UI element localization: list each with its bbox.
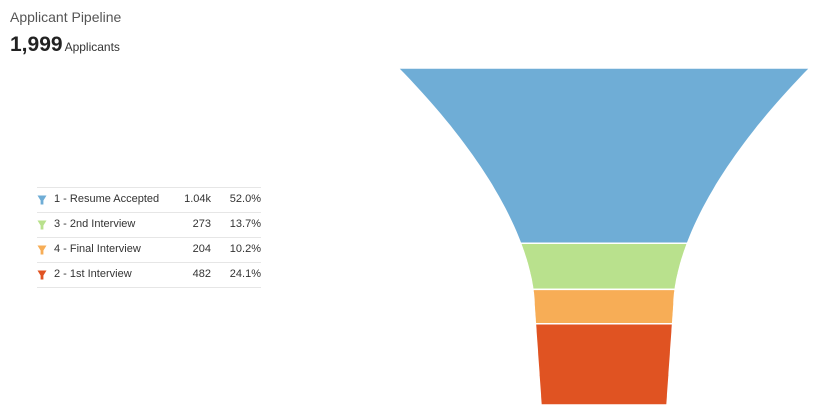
total-value: 1,999 [10,33,63,56]
funnel-icon [37,245,47,255]
legend-count: 1.04k [184,193,211,205]
legend-label: 4 - Final Interview [54,243,141,255]
total-unit: Applicants [64,40,120,54]
legend-row[interactable]: 1 - Resume Accepted 1.04k 52.0% [37,188,261,213]
legend-count: 273 [192,218,211,230]
funnel-icon [37,195,47,205]
funnel-icon [37,270,47,280]
legend-row[interactable]: 2 - 1st Interview 482 24.1% [37,263,261,288]
legend-percent: 52.0% [229,193,261,205]
funnel-segment-2[interactable] [519,242,689,291]
legend-label: 2 - 1st Interview [54,268,132,280]
funnel-icon [37,220,47,230]
funnel-segment-4[interactable] [534,323,674,406]
legend-label: 3 - 2nd Interview [54,218,136,230]
total-applicants: 1,999 Applicants [10,33,120,57]
legend-label: 1 - Resume Accepted [54,193,160,205]
legend-row[interactable]: 3 - 2nd Interview 273 13.7% [37,213,261,238]
legend-percent: 13.7% [229,218,261,230]
legend-count: 204 [192,243,211,255]
legend-percent: 24.1% [229,268,261,280]
widget-title: Applicant Pipeline [10,9,122,25]
legend-percent: 10.2% [229,243,261,255]
legend-row[interactable]: 4 - Final Interview 204 10.2% [37,238,261,263]
legend-count: 482 [192,268,211,280]
funnel-legend: 1 - Resume Accepted 1.04k 52.0% 3 - 2nd … [37,187,261,288]
funnel-segment-3[interactable] [531,288,677,325]
funnel-segment-1[interactable] [396,67,812,244]
